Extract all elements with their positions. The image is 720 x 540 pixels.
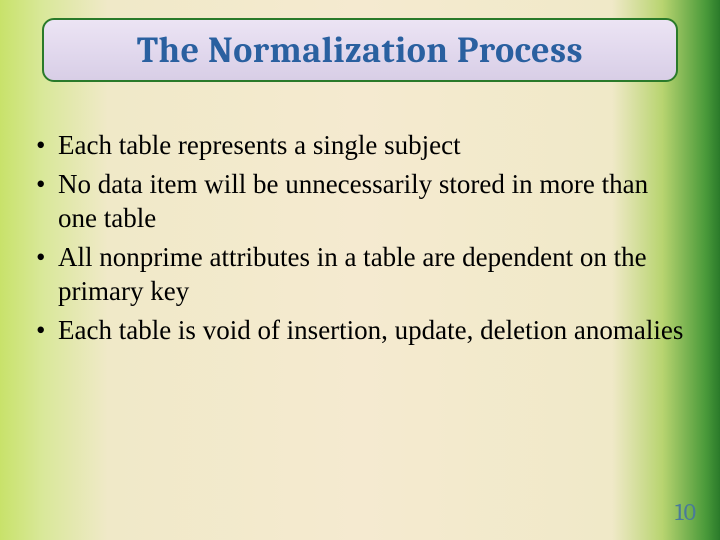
bullet-list: Each table represents a single subject N…: [30, 128, 690, 351]
page-number: 10: [675, 498, 696, 526]
slide-title: The Normalization Process: [137, 30, 583, 71]
bullet-item: All nonprime attributes in a table are d…: [30, 240, 690, 309]
bullet-item: No data item will be unnecessarily store…: [30, 167, 690, 236]
title-box: The Normalization Process: [42, 18, 678, 82]
bullet-item: Each table is void of insertion, update,…: [30, 313, 690, 348]
bullet-item: Each table represents a single subject: [30, 128, 690, 163]
